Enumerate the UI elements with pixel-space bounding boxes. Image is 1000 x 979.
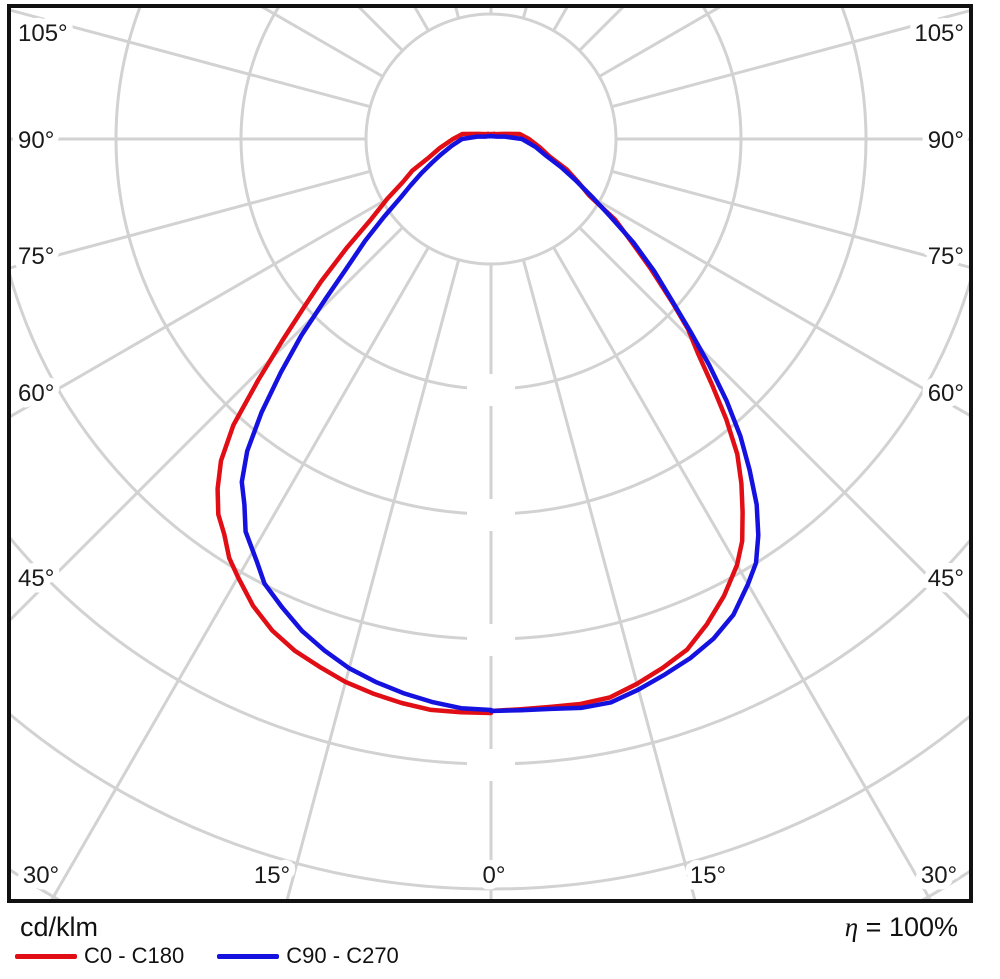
angle-label-bottom: 15° [690, 862, 726, 889]
grid-radial [598, 200, 971, 418]
ring-value-box [467, 499, 515, 531]
angle-label-right: 75° [928, 243, 964, 270]
angle-label-left: 75° [18, 243, 54, 270]
legend: C0 - C180 C90 - C270 [15, 943, 432, 969]
plot-area [11, 8, 971, 899]
legend-item-c0-c180: C0 - C180 [15, 943, 184, 969]
grid-radial [611, 8, 971, 109]
angle-label-right: 105° [914, 20, 964, 47]
grid-radial [11, 169, 371, 270]
grid-radial [11, 200, 384, 418]
angle-label-left: 60° [18, 380, 54, 407]
legend-swatch-blue [217, 953, 280, 959]
angle-label-left: 105° [18, 20, 68, 47]
grid-radial [285, 259, 461, 899]
angle-label-right: 90° [928, 127, 964, 154]
ring-value-box [467, 374, 515, 406]
ring-value-box [467, 749, 515, 781]
ring-value-box [467, 624, 515, 656]
grid-radial [611, 169, 971, 270]
legend-label-c0-c180: C0 - C180 [84, 943, 185, 968]
units-label: cd/klm [20, 912, 99, 942]
angle-label-left: 90° [18, 127, 54, 154]
angle-label-bottom: 0° [483, 862, 506, 889]
angle-label-left: 45° [18, 565, 54, 592]
curve-c90-c270 [239, 133, 761, 714]
grid-radial [11, 226, 404, 622]
polar-chart: 105° 90° 75° 60° 45° 105° 90° 75° 60° 45° 30° 15° 0°… [7, 4, 973, 903]
angle-label-right: 60° [928, 380, 964, 407]
efficiency-value: = 100% [858, 912, 958, 942]
grid-radial [578, 226, 971, 622]
angle-label-bottom: 30° [23, 862, 59, 889]
legend-item-c90-c270: C90 - C270 [217, 943, 399, 969]
angle-label-bottom: 30° [921, 862, 957, 889]
grid-radial [552, 246, 932, 899]
eta-symbol: η [844, 912, 859, 942]
angle-label-right: 45° [928, 565, 964, 592]
plot-border [7, 4, 973, 903]
legend-swatch-red [15, 953, 77, 959]
grid-radial [11, 8, 371, 109]
angle-label-bottom: 15° [254, 862, 290, 889]
legend-label-c90-c270: C90 - C270 [286, 943, 399, 968]
grid-radial [521, 259, 697, 899]
efficiency-label: η = 100% [845, 912, 958, 943]
grid-radial [50, 246, 430, 899]
